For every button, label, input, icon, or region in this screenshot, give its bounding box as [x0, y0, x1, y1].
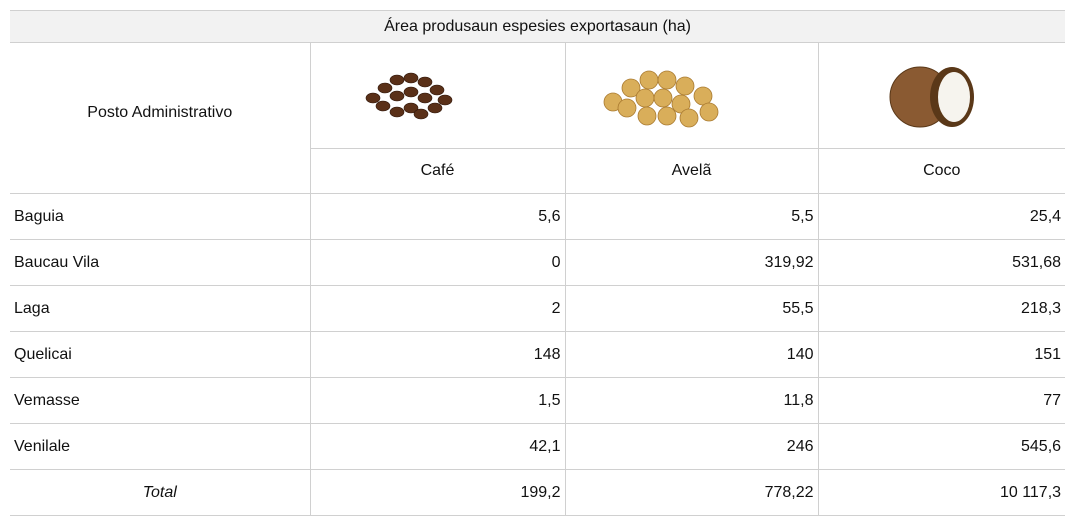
- table-row: Baguia 5,6 5,5 25,4: [10, 193, 1066, 240]
- total-cell: 199,2: [309, 469, 565, 516]
- value-cell: 1,5: [309, 377, 565, 424]
- data-table: Área produsaun espesies exportasaun (ha)…: [10, 10, 1066, 516]
- coconut-image: [889, 66, 974, 128]
- value-cell: 0: [309, 239, 565, 286]
- hazelnut-image: [603, 70, 718, 128]
- value-cell: 148: [309, 331, 565, 378]
- total-cell: 10 117,3: [817, 469, 1066, 516]
- value-cell: 140: [564, 331, 818, 378]
- header-cell: Avelã: [564, 148, 818, 194]
- row-label: Laga: [10, 285, 310, 332]
- value-cell: 5,5: [564, 193, 818, 240]
- value-cell: 42,1: [309, 423, 565, 470]
- value-cell: 531,68: [817, 239, 1066, 286]
- page: Área produsaun espesies exportasaun (ha)…: [10, 10, 1066, 516]
- value-cell: 218,3: [817, 285, 1066, 332]
- value-cell: 11,8: [564, 377, 818, 424]
- table-row: Laga 2 55,5 218,3: [10, 285, 1066, 332]
- title-row: Área produsaun espesies exportasaun (ha): [10, 10, 1066, 43]
- row-label: Baucau Vila: [10, 239, 310, 286]
- coffee-image: [365, 72, 452, 120]
- value-cell: 545,6: [817, 423, 1066, 470]
- table-row: Venilale 42,1 246 545,6: [10, 423, 1066, 470]
- value-cell: 25,4: [817, 193, 1066, 240]
- value-cell: 319,92: [564, 239, 818, 286]
- table-title: Área produsaun espesies exportasaun (ha): [10, 10, 1066, 43]
- image-cell: [817, 42, 1066, 149]
- header-row: Café Avelã Coco: [10, 148, 1066, 194]
- header-cell: Café: [309, 148, 565, 194]
- total-row: Total 199,2 778,22 10 117,3: [10, 469, 1066, 516]
- table-row: Quelicai 148 140 151: [10, 331, 1066, 378]
- image-cell: [309, 42, 565, 149]
- total-label: Total: [10, 469, 310, 516]
- image-row: Posto Administrativo: [10, 42, 1066, 194]
- row-label: Quelicai: [10, 331, 310, 378]
- value-cell: 151: [817, 331, 1066, 378]
- table-row: Vemasse 1,5 11,8 77: [10, 377, 1066, 424]
- value-cell: 2: [309, 285, 565, 332]
- row-label: Vemasse: [10, 377, 310, 424]
- header-cell: Posto Administrativo: [10, 42, 310, 194]
- value-cell: 77: [817, 377, 1066, 424]
- value-cell: 246: [564, 423, 818, 470]
- header-cell: Coco: [817, 148, 1066, 194]
- row-label: Venilale: [10, 423, 310, 470]
- total-cell: 778,22: [564, 469, 818, 516]
- table-row: Baucau Vila 0 319,92 531,68: [10, 239, 1066, 286]
- value-cell: 55,5: [564, 285, 818, 332]
- value-cell: 5,6: [309, 193, 565, 240]
- image-cell: [564, 42, 818, 149]
- row-label: Baguia: [10, 193, 310, 240]
